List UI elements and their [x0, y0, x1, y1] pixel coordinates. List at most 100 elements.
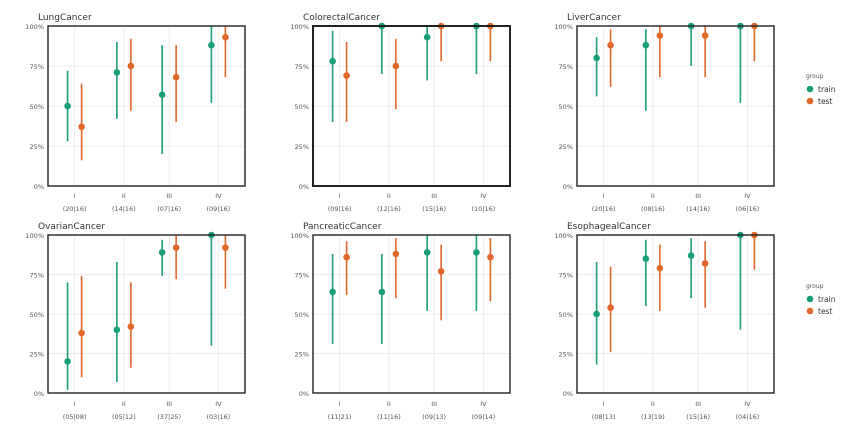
point-train: [113, 69, 121, 76]
point-train: [423, 249, 431, 256]
x-tick-label: I: [603, 400, 605, 408]
point-test: [222, 244, 229, 251]
panel-title: PancreaticCancer: [303, 222, 382, 232]
point-test: [127, 323, 135, 330]
y-tick-label: 50%: [30, 311, 44, 319]
point-test: [172, 244, 180, 251]
point-train: [64, 358, 71, 365]
y-tick-label: 75%: [295, 63, 309, 71]
y-tick-label: 100%: [290, 23, 309, 31]
point-test: [607, 41, 614, 49]
point-test: [437, 268, 445, 275]
x-tick-label: I: [74, 192, 76, 200]
legend-title: group: [806, 73, 824, 80]
x-tick-label: III: [431, 192, 437, 200]
x-tick-count-label: (09|16): [328, 205, 352, 213]
x-tick-count-label: (14|16): [112, 205, 136, 213]
x-tick-count-label: (12|16): [377, 205, 401, 213]
x-tick-count-label: (20|16): [592, 205, 616, 213]
y-tick-label: 75%: [559, 272, 573, 280]
x-tick-label: IV: [215, 192, 222, 200]
point-test: [656, 264, 664, 272]
y-tick-label: 0%: [299, 390, 309, 398]
panel-border: [47, 25, 246, 187]
panel-ovariancancer: OvarianCancer 0% 25% 50% 75% 100% I (05|08) II (0…: [25, 222, 246, 421]
y-tick-label: 0%: [299, 183, 309, 191]
point-train: [208, 41, 215, 49]
x-tick-count-label: (05|12): [112, 413, 136, 421]
panel-border: [576, 234, 775, 394]
x-tick-label: IV: [215, 400, 222, 408]
x-tick-label: II: [122, 192, 126, 200]
x-tick-label: II: [387, 400, 391, 408]
y-tick-label: 25%: [295, 351, 309, 359]
point-test: [607, 304, 614, 311]
x-tick-count-label: (09|13): [422, 413, 446, 421]
x-tick-count-label: (08|16): [641, 205, 665, 213]
panel-pancreaticcancer: PancreaticCancer 0% 25% 50% 75% 100% I (11|21) I…: [290, 222, 511, 421]
x-tick-count-label: (11|21): [328, 413, 352, 421]
panel-title: LungCancer: [38, 13, 92, 23]
panel-title: OvarianCancer: [38, 222, 105, 232]
point-train: [158, 91, 166, 99]
y-tick-label: 75%: [559, 63, 573, 71]
x-tick-count-label: (10|16): [471, 205, 495, 213]
point-train: [593, 54, 600, 62]
legend: group train test: [806, 73, 836, 106]
y-tick-label: 75%: [30, 272, 44, 280]
point-test: [343, 253, 350, 261]
y-tick-label: 50%: [559, 103, 573, 111]
y-tick-label: 25%: [30, 351, 44, 359]
x-tick-count-label: (06|16): [735, 205, 759, 213]
y-tick-label: 100%: [290, 232, 309, 240]
point-train: [158, 249, 166, 256]
point-test: [392, 250, 400, 258]
point-test: [392, 62, 400, 70]
y-tick-label: 75%: [30, 63, 44, 71]
y-tick-label: 0%: [563, 183, 573, 191]
x-tick-label: IV: [744, 192, 751, 200]
x-tick-count-label: (11|16): [377, 413, 401, 421]
point-train: [64, 102, 71, 110]
y-tick-label: 50%: [295, 311, 309, 319]
y-tick-label: 0%: [563, 390, 573, 398]
legend-label: test: [818, 97, 832, 106]
x-tick-count-label: (14|16): [686, 205, 710, 213]
legend-title: group: [806, 283, 824, 290]
legend-key-test: [806, 97, 814, 105]
panel-title: LiverCancer: [567, 13, 621, 23]
y-tick-label: 50%: [30, 103, 44, 111]
x-tick-label: I: [603, 192, 605, 200]
x-tick-count-label: (07|16): [157, 205, 181, 213]
panel-border: [312, 234, 511, 394]
legend-key-test: [806, 307, 814, 315]
x-tick-label: II: [122, 400, 126, 408]
point-test: [343, 72, 350, 79]
panel-border: [312, 25, 511, 187]
point-train: [113, 326, 121, 334]
x-tick-count-label: (15|16): [686, 413, 710, 421]
x-tick-label: III: [431, 400, 437, 408]
x-tick-label: I: [339, 400, 341, 408]
x-tick-count-label: (08|13): [592, 413, 616, 421]
x-tick-label: III: [695, 400, 701, 408]
point-test: [127, 62, 135, 70]
point-test: [656, 32, 664, 39]
point-test: [172, 73, 180, 81]
panel-livercancer: LiverCancer 0% 25% 50% 75% 100% I (20|16) II (08|…: [554, 13, 775, 213]
point-train: [593, 310, 600, 318]
y-tick-label: 50%: [559, 311, 573, 319]
point-test: [78, 123, 85, 131]
x-tick-count-label: (09|14): [471, 413, 495, 421]
legend-label: train: [818, 295, 836, 304]
y-tick-label: 50%: [295, 103, 309, 111]
y-tick-label: 100%: [554, 23, 573, 31]
y-tick-label: 25%: [559, 143, 573, 151]
x-tick-label: III: [166, 192, 172, 200]
x-tick-count-label: (03|16): [206, 413, 230, 421]
x-tick-count-label: (15|16): [422, 205, 446, 213]
x-tick-count-label: (20|16): [63, 205, 87, 213]
x-tick-label: I: [339, 192, 341, 200]
y-tick-label: 75%: [295, 272, 309, 280]
